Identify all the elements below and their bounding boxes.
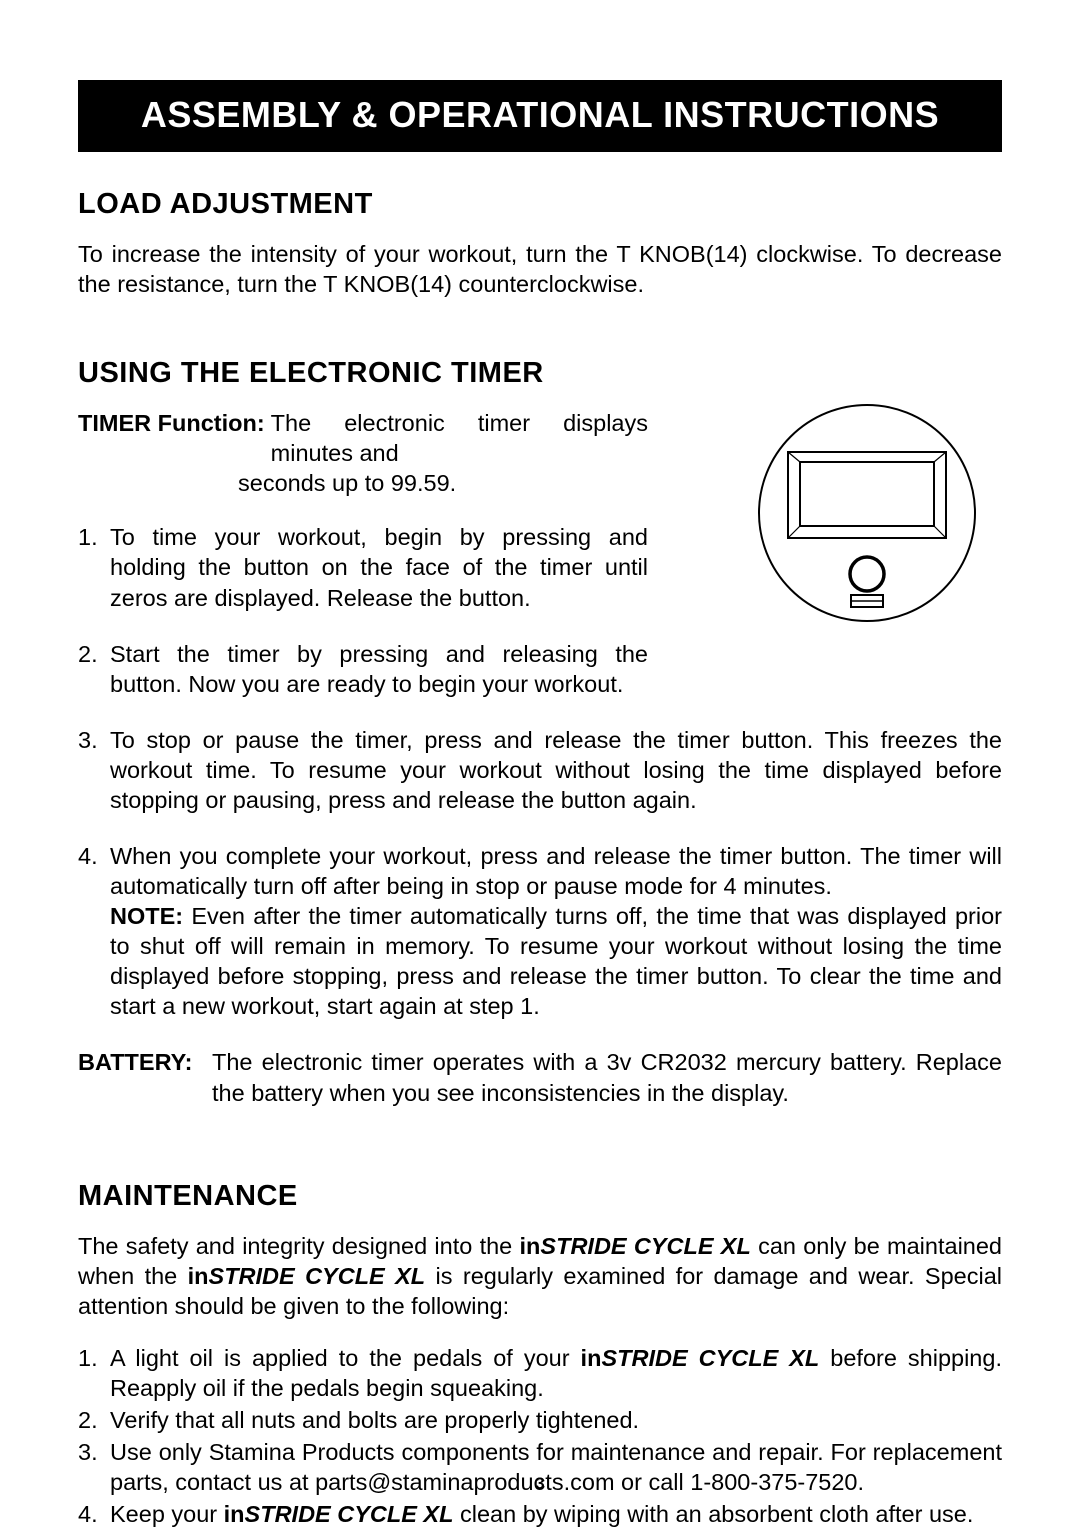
brand-in-4: in <box>224 1501 245 1527</box>
maint-step-1: A light oil is applied to the pedals of … <box>78 1343 1002 1403</box>
timer-row: TIMER Function: The electronic timer dis… <box>78 408 1002 498</box>
brand-in-2: in <box>188 1263 209 1289</box>
timer-func-line1: The electronic timer displays minutes an… <box>271 408 648 468</box>
timer-diagram <box>752 398 982 628</box>
timer-func-line2: seconds up to 99.59. <box>78 468 648 498</box>
timer-step-4b: Even after the timer automatically turns… <box>110 903 1002 1019</box>
maint-intro-a: The safety and integrity designed into t… <box>78 1233 520 1259</box>
battery-row: BATTERY: The electronic timer operates w… <box>78 1047 1002 1107</box>
maintenance-heading: MAINTENANCE <box>78 1180 1002 1213</box>
page-banner: ASSEMBLY & OPERATIONAL INSTRUCTIONS <box>78 80 1002 152</box>
timer-heading: USING THE ELECTRONIC TIMER <box>78 357 1002 390</box>
maint-4a: Keep your <box>110 1501 224 1527</box>
load-adjustment-section: LOAD ADJUSTMENT To increase the intensit… <box>78 188 1002 299</box>
maintenance-intro: The safety and integrity designed into t… <box>78 1231 1002 1321</box>
timer-step-4: When you complete your workout, press an… <box>78 841 1002 1021</box>
timer-section: USING THE ELECTRONIC TIMER TIMER Functio… <box>78 357 1002 1107</box>
brand-rest-3: STRIDE CYCLE XL <box>601 1345 819 1371</box>
document-page: ASSEMBLY & OPERATIONAL INSTRUCTIONS LOAD… <box>0 0 1080 1532</box>
load-heading: LOAD ADJUSTMENT <box>78 188 1002 221</box>
maintenance-steps: A light oil is applied to the pedals of … <box>78 1343 1002 1529</box>
maint-4b: clean by wiping with an absorbent cloth … <box>453 1501 973 1527</box>
maint-step-2: Verify that all nuts and bolts are prope… <box>78 1405 1002 1435</box>
battery-text: The electronic timer operates with a 3v … <box>212 1047 1002 1107</box>
maint-1a: A light oil is applied to the pedals of … <box>110 1345 581 1371</box>
maint-step-4: Keep your inSTRIDE CYCLE XL clean by wip… <box>78 1499 1002 1529</box>
load-text: To increase the intensity of your workou… <box>78 239 1002 299</box>
timer-step-3: To stop or pause the timer, press and re… <box>78 725 1002 815</box>
timer-step-4-note-label: NOTE: <box>110 903 183 929</box>
timer-step-2: Start the timer by pressing and releasin… <box>78 639 648 699</box>
brand-in-3: in <box>581 1345 602 1371</box>
timer-function-block: TIMER Function: The electronic timer dis… <box>78 408 648 498</box>
brand-in-1: in <box>520 1233 541 1259</box>
page-number: 3 <box>0 1474 1080 1494</box>
timer-step-4a: When you complete your workout, press an… <box>110 843 1002 899</box>
brand-rest-1: STRIDE CYCLE XL <box>540 1233 750 1259</box>
timer-step-1: To time your workout, begin by pressing … <box>78 522 648 612</box>
brand-rest-2: STRIDE CYCLE XL <box>209 1263 426 1289</box>
brand-rest-4: STRIDE CYCLE XL <box>245 1501 454 1527</box>
battery-label: BATTERY: <box>78 1047 212 1107</box>
timer-func-label: TIMER Function: <box>78 408 265 468</box>
timer-left-col: TIMER Function: The electronic timer dis… <box>78 408 648 498</box>
